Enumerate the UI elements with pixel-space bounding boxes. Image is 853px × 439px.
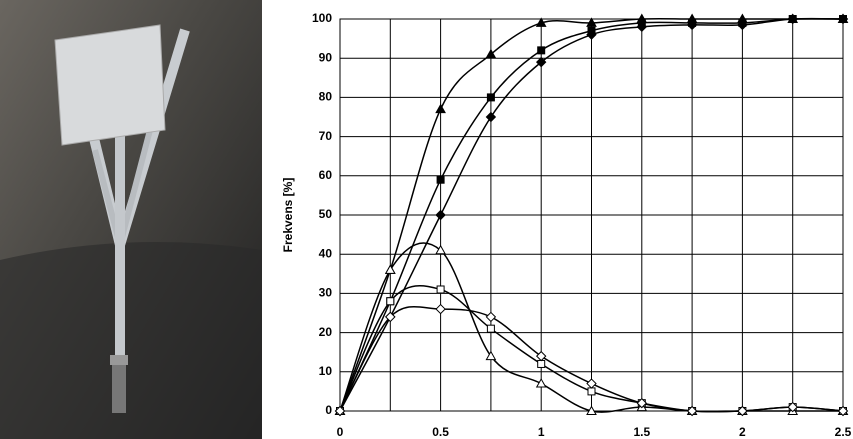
- marker: [837, 405, 849, 417]
- marker: [686, 405, 698, 417]
- marker: [686, 19, 698, 31]
- marker: [435, 244, 446, 255]
- marker: [334, 405, 346, 417]
- marker: [737, 19, 748, 31]
- marker: [485, 311, 497, 323]
- series-line: [339, 17, 844, 412]
- x-tick-label: 1: [538, 425, 545, 439]
- y-tick-label: 30: [319, 286, 333, 300]
- photo: [0, 0, 262, 439]
- marker: [586, 405, 597, 415]
- marker: [436, 175, 445, 184]
- x-tick-label: 0: [337, 425, 344, 439]
- x-tick-label: 0.5: [432, 425, 449, 439]
- marker: [535, 17, 547, 27]
- marker: [535, 56, 547, 68]
- marker: [384, 264, 396, 274]
- series-line: [339, 305, 844, 413]
- x-tick-label: 2: [739, 425, 746, 439]
- marker: [486, 93, 495, 102]
- marker: [636, 397, 648, 409]
- marker: [586, 17, 597, 27]
- y-tick-label: 70: [319, 129, 333, 143]
- y-tick-label: 10: [319, 364, 333, 378]
- marker: [586, 378, 597, 389]
- marker: [787, 401, 798, 413]
- marker: [485, 111, 497, 123]
- marker: [837, 13, 849, 25]
- marker: [486, 324, 495, 333]
- y-tick-label: 80: [319, 90, 333, 104]
- marker: [535, 378, 547, 388]
- y-tick-label: 60: [319, 168, 333, 182]
- marker: [587, 387, 596, 396]
- marker: [485, 48, 497, 59]
- y-tick-label: 0: [325, 403, 332, 417]
- x-tick-label: 2.5: [835, 425, 852, 439]
- marker: [535, 350, 547, 362]
- y-tick-label: 50: [319, 207, 333, 221]
- y-tick-label: 40: [319, 246, 333, 260]
- y-tick-label: 20: [319, 325, 333, 339]
- marker: [537, 46, 546, 55]
- y-axis-label: Frekvens [%]: [281, 178, 295, 253]
- y-tick-label: 100: [312, 11, 332, 25]
- marker: [386, 297, 395, 306]
- marker: [737, 405, 748, 417]
- marker: [435, 103, 446, 114]
- marker: [787, 13, 798, 25]
- x-tick-label: 1.5: [633, 425, 650, 439]
- marker: [586, 29, 597, 40]
- marker: [537, 359, 546, 368]
- y-tick-label: 90: [319, 50, 333, 64]
- marker: [485, 350, 497, 361]
- marker: [385, 311, 396, 323]
- marker: [435, 209, 446, 221]
- marker: [636, 21, 648, 33]
- marker: [436, 285, 445, 294]
- marker: [435, 303, 446, 315]
